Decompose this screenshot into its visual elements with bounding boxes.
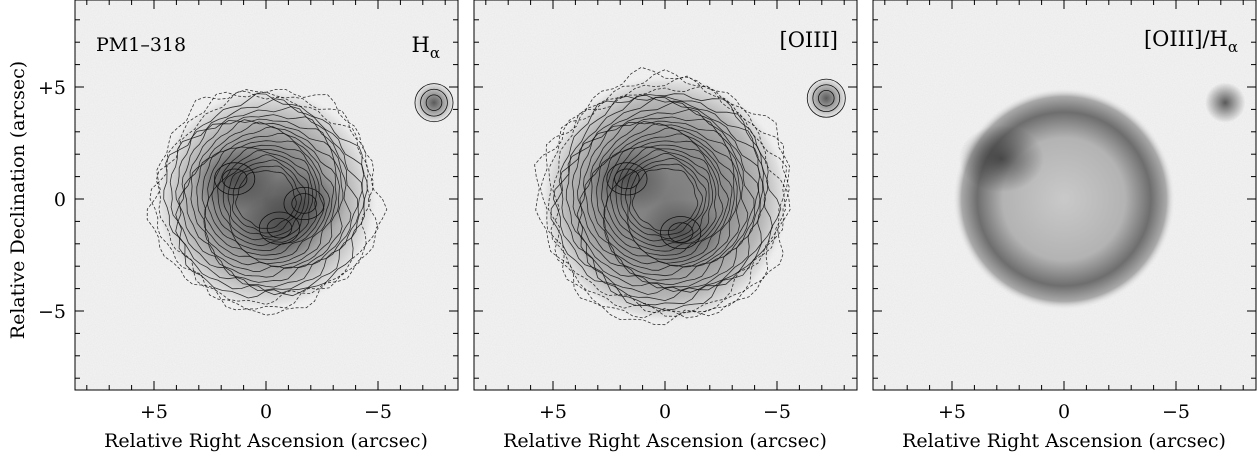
intensity-contour — [547, 75, 788, 317]
companion-source — [413, 82, 455, 123]
intensity-contour — [596, 127, 735, 267]
intensity-contour — [231, 165, 302, 234]
oiii-image — [474, 0, 857, 390]
companion-source — [1205, 82, 1246, 123]
oiii-frame — [473, 0, 858, 391]
intensity-contour — [631, 167, 699, 231]
knot-contour — [258, 211, 300, 245]
panel-halpha: PM1–318 Hα — [74, 0, 459, 391]
x-tick-label: −5 — [364, 401, 392, 423]
intensity-contour — [625, 157, 707, 240]
ratio-frame — [872, 0, 1257, 391]
intensity-contour — [540, 69, 790, 319]
intensity-contour — [579, 120, 749, 281]
knot-contour — [660, 216, 702, 250]
knot-contour — [214, 162, 256, 196]
intensity-contour — [628, 163, 703, 236]
x-tick-label: −5 — [1162, 401, 1190, 423]
knot-contour — [291, 193, 317, 214]
intensity-contour — [565, 96, 764, 295]
knot-contour — [614, 168, 640, 190]
intensity-contour — [576, 116, 755, 286]
knot-contour — [606, 162, 648, 196]
y-tick-label: −5 — [38, 301, 66, 323]
intensity-contour — [196, 126, 337, 268]
y-axis-title: Relative Declination (arcsec) — [7, 61, 29, 339]
nebula-body — [539, 73, 791, 325]
companion-contour — [806, 78, 846, 118]
intensity-contour — [590, 122, 738, 271]
intensity-contour — [146, 89, 388, 316]
halpha-frame — [74, 0, 459, 391]
knot-contour — [283, 186, 325, 221]
intensity-contour — [620, 152, 710, 242]
knot-contour — [221, 168, 248, 190]
intensity-contour — [605, 144, 724, 256]
intensity-contour — [571, 101, 761, 292]
panel-label-oiii: [OIII] — [780, 28, 839, 52]
intensity-contour — [609, 146, 717, 252]
intensity-contour — [576, 108, 759, 289]
intensity-contour — [175, 106, 363, 292]
x-tick-label: 0 — [260, 401, 272, 423]
intensity-contour — [534, 66, 791, 326]
intensity-contour — [201, 132, 335, 265]
companion-contour — [818, 89, 835, 107]
intensity-contour — [169, 98, 365, 296]
oiii-ticks — [474, 0, 857, 390]
x-tick-label: 0 — [659, 401, 671, 423]
x-tick-label: 0 — [1058, 401, 1070, 423]
intensity-contour — [217, 150, 314, 247]
y-tick-label: 0 — [54, 189, 66, 211]
panel-label-ratio: [OIII]/Hα — [1144, 27, 1238, 56]
ratio-image — [873, 0, 1256, 390]
nebula-body — [952, 87, 1176, 311]
x-axis-title: Relative Right Ascension (arcsec) — [902, 430, 1226, 452]
intensity-contour — [190, 121, 340, 273]
companion-contour — [425, 94, 443, 111]
intensity-contour — [227, 159, 307, 238]
halpha-image — [75, 0, 458, 390]
intensity-contour — [204, 140, 331, 260]
intensity-contour — [584, 121, 741, 277]
emission-knot — [638, 199, 724, 267]
intensity-contour — [552, 95, 773, 306]
emission-knot — [958, 125, 1044, 193]
x-tick-label: +5 — [938, 401, 966, 423]
companion-contour — [414, 83, 454, 123]
x-tick-label: −5 — [763, 401, 791, 423]
knot-contour — [266, 217, 293, 239]
x-tick-label: +5 — [140, 401, 168, 423]
intensity-contour — [235, 170, 297, 229]
intensity-contour — [184, 119, 344, 278]
panel-ratio: [OIII]/Hα — [872, 0, 1257, 391]
halpha-ticks — [75, 0, 458, 390]
intensity-contour — [615, 149, 713, 247]
intensity-contour — [163, 93, 368, 299]
x-tick-label: +5 — [539, 401, 567, 423]
emission-knot — [192, 145, 278, 213]
intensity-contour — [178, 118, 352, 283]
x-axis-title: Relative Right Ascension (arcsec) — [503, 430, 827, 452]
companion-contour — [420, 88, 448, 117]
intensity-contour — [211, 147, 318, 252]
intensity-contour — [149, 91, 379, 310]
companion-source — [806, 78, 847, 119]
intensity-contour — [175, 114, 358, 288]
intensity-contour — [222, 154, 310, 241]
x-axis-title: Relative Right Ascension (arcsec) — [104, 430, 428, 452]
intensity-contour — [550, 93, 782, 311]
knot-contour — [667, 222, 694, 243]
ratio-ticks — [873, 0, 1256, 390]
panel-label-halpha: Hα — [412, 33, 440, 62]
intensity-contour — [603, 140, 729, 260]
intensity-contour — [601, 133, 733, 264]
panel-oiii: [OIII] — [473, 0, 858, 391]
companion-contour — [812, 84, 841, 113]
object-label: PM1–318 — [96, 34, 186, 56]
y-tick-label: +5 — [38, 77, 66, 99]
